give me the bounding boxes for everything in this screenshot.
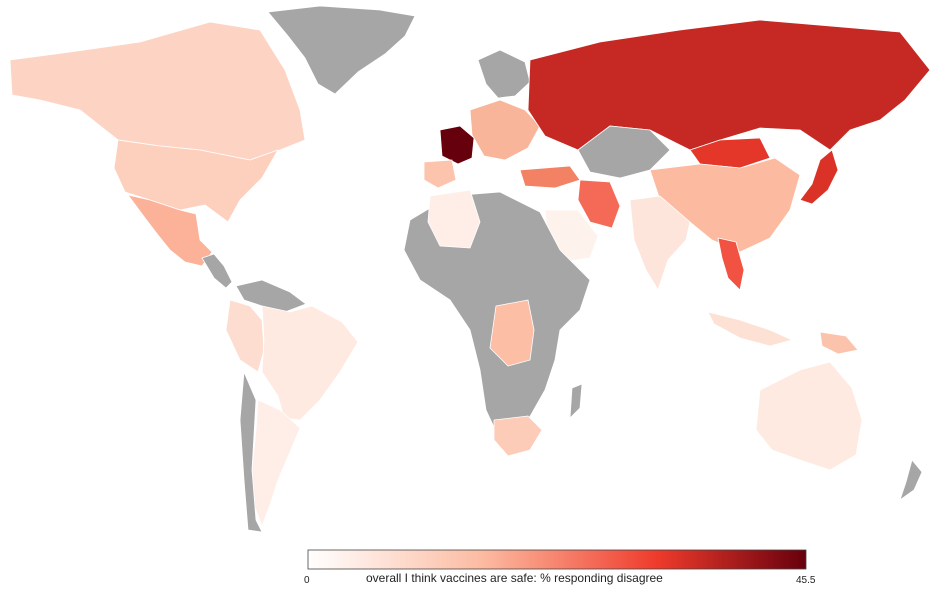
country-chile (239, 371, 263, 533)
country-scandinavia (477, 49, 531, 99)
country-kazakhstan (577, 125, 671, 179)
country-australia (755, 361, 863, 471)
country-france (439, 125, 475, 165)
country-iran (577, 179, 621, 229)
country-brazil (261, 305, 359, 421)
country-venezuela (235, 279, 307, 313)
country-turkey (519, 165, 581, 189)
country-indonesia (707, 311, 793, 347)
country-madagascar (569, 383, 583, 419)
country-central-america (201, 253, 233, 289)
legend-min-label: 0 (304, 575, 310, 586)
legend-title: overall I think vaccines are safe: % res… (366, 571, 663, 585)
country-japan (799, 149, 839, 205)
country-south-africa (493, 415, 543, 457)
countries-layer (9, 5, 931, 533)
country-vietnam (717, 237, 745, 291)
country-india (629, 195, 691, 291)
country-argentina (251, 399, 301, 527)
country-algeria (427, 189, 481, 249)
country-russia (527, 19, 931, 151)
legend-color-bar (307, 549, 807, 570)
country-dr-congo (489, 299, 535, 367)
country-greenland (267, 5, 416, 95)
country-europe-central (469, 99, 541, 161)
country-peru (225, 299, 265, 373)
country-new-zealand (899, 459, 923, 501)
legend-max-label: 45.5 (796, 575, 816, 586)
country-spain (423, 159, 457, 189)
country-papua-new-guinea (819, 331, 859, 355)
country-canada (9, 21, 306, 161)
